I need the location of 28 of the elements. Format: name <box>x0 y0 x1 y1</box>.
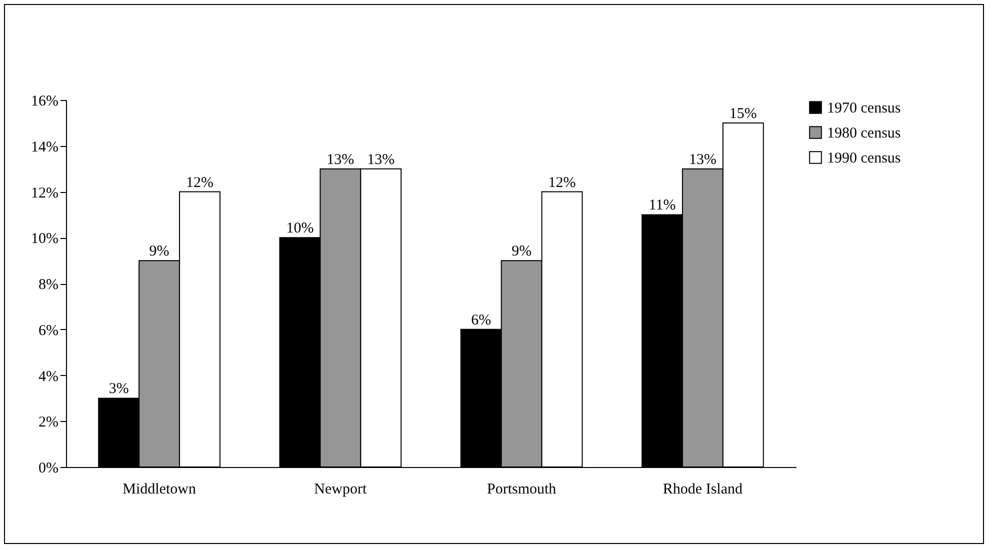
y-tick-label: 12% <box>31 185 58 202</box>
x-tick-label: Middletown <box>122 482 196 498</box>
legend-label: 1980 census <box>827 126 901 142</box>
y-tick-label: 8% <box>38 277 58 293</box>
x-tick-label: Portsmouth <box>486 482 557 498</box>
data-label: 13% <box>367 152 395 168</box>
data-label: 15% <box>729 106 757 122</box>
data-label: 3% <box>108 381 129 398</box>
y-tick-label: 10% <box>31 231 58 248</box>
data-label: 10% <box>286 220 314 237</box>
y-tick-label: 2% <box>38 414 58 431</box>
legend-label: 1990 census <box>827 150 901 166</box>
data-label: 9% <box>149 244 170 260</box>
data-label: 13% <box>326 152 354 168</box>
y-tick-label: 6% <box>38 322 58 339</box>
y-tick-label: 0% <box>38 460 58 476</box>
x-tick-label: Newport <box>314 482 368 498</box>
data-label: 9% <box>512 244 532 260</box>
legend-label: 1970 census <box>827 100 901 116</box>
data-label: 6% <box>471 312 492 328</box>
y-tick-label: 4% <box>38 368 58 385</box>
data-label: 13% <box>688 152 716 168</box>
y-tick-label: 14% <box>31 139 58 156</box>
data-label: 11% <box>648 198 676 214</box>
data-label: 12% <box>548 174 576 191</box>
y-tick-label: 16% <box>31 94 58 110</box>
x-tick-label: Rhode Island <box>662 482 743 498</box>
data-label: 12% <box>186 174 214 191</box>
